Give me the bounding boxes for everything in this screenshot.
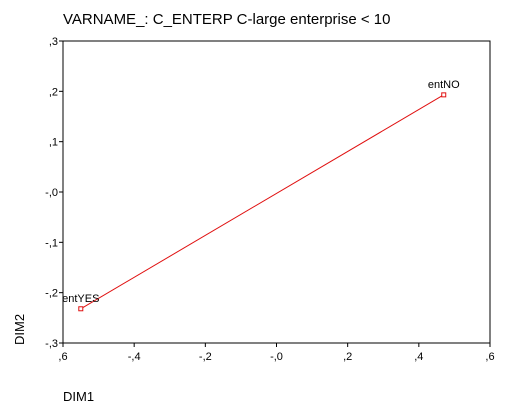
x-axis-label: DIM1 [63, 389, 94, 404]
y-tick-label: -,2 [45, 288, 58, 300]
x-tick-label: ,6 [58, 351, 67, 363]
x-tick-label: -,0 [270, 351, 283, 363]
y-axis-label: DIM2 [12, 314, 27, 345]
point-label: entYES [62, 293, 99, 305]
x-tick-label: ,2 [343, 351, 352, 363]
y-tick-label: ,1 [49, 137, 58, 149]
y-tick-label: ,2 [49, 86, 58, 98]
x-tick-label: -,4 [128, 351, 141, 363]
y-tick-label: -,0 [45, 187, 58, 199]
point-marker [78, 306, 84, 312]
series-line [80, 94, 444, 310]
point-marker [441, 92, 447, 98]
x-tick-label: -,2 [199, 351, 212, 363]
x-tick-label: ,6 [485, 351, 494, 363]
y-tick-label: -,3 [45, 338, 58, 350]
y-tick-label: ,3 [49, 36, 58, 48]
plot-frame [62, 40, 491, 344]
point-label: entNO [428, 79, 460, 91]
x-tick-label: ,4 [414, 351, 423, 363]
y-tick-label: -,1 [45, 237, 58, 249]
chart-title: VARNAME_: C_ENTERP C-large enterprise < … [63, 11, 391, 28]
